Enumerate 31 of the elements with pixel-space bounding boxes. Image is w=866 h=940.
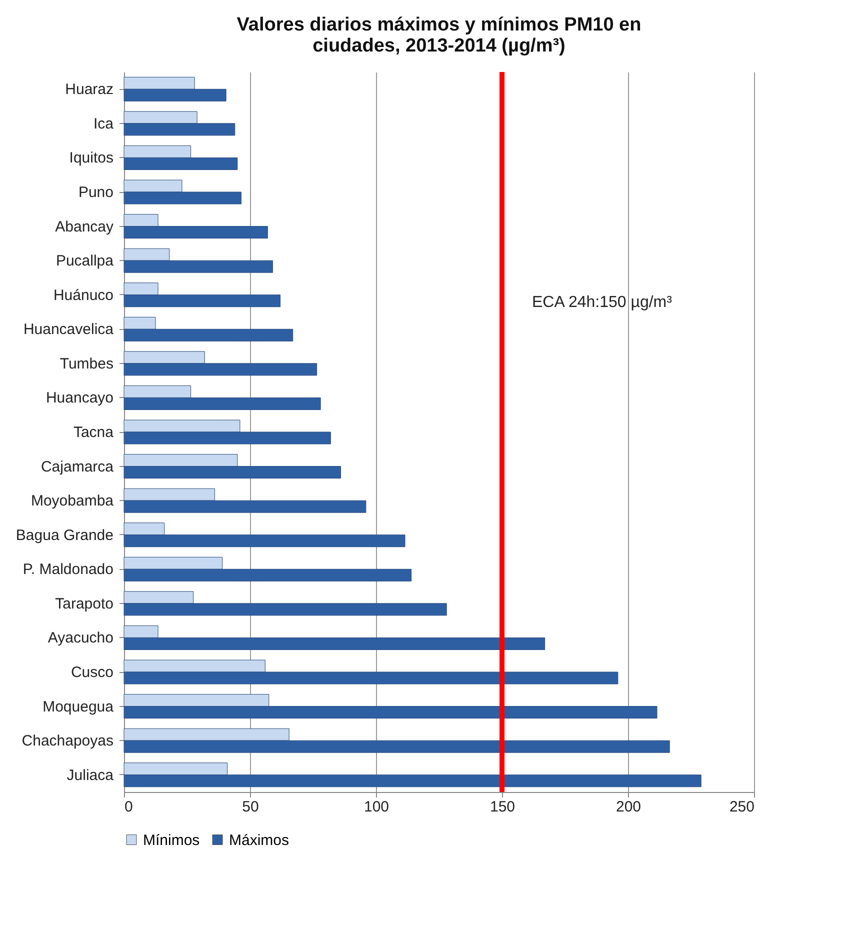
legend-label: Máximos bbox=[229, 832, 290, 849]
y-tick-label: Chachapoyas bbox=[22, 732, 114, 750]
y-tick-label: Bagua Grande bbox=[16, 526, 114, 544]
x-tick-label: 250 bbox=[729, 798, 754, 816]
y-tick-label: Tacna bbox=[73, 424, 114, 441]
chart-title: Valores diarios máximos y mínimos PM10 en ciudades, 2013-2014 (µg/m³) bbox=[236, 14, 642, 56]
y-tick-label: Puno bbox=[78, 184, 114, 201]
y-tick-label: Cajamarca bbox=[40, 458, 114, 476]
x-tick-label: 0 bbox=[124, 798, 133, 816]
legend-label: Mínimos bbox=[143, 832, 200, 849]
y-tick-label: Huaraz bbox=[65, 81, 114, 98]
y-tick-label: Huancayo bbox=[46, 390, 114, 407]
y-tick-label: Tumbes bbox=[60, 355, 114, 372]
y-tick-label: Ayacucho bbox=[48, 630, 114, 647]
y-tick-label: Abancay bbox=[55, 218, 114, 236]
y-tick-label: Tarapoto bbox=[55, 595, 114, 612]
x-tick-label: 200 bbox=[616, 798, 642, 816]
y-tick-label: Huánuco bbox=[53, 286, 114, 304]
y-tick-label: Ica bbox=[93, 115, 114, 132]
x-tick-label: 100 bbox=[364, 798, 390, 816]
y-tick-label: Cusco bbox=[70, 664, 114, 681]
y-tick-label: Juliaca bbox=[66, 766, 114, 784]
x-tick-label: 50 bbox=[242, 798, 259, 816]
y-tick-label: Moyobamba bbox=[30, 492, 114, 510]
y-tick-label: Moquegua bbox=[42, 698, 114, 716]
y-tick-label: Iquitos bbox=[69, 150, 114, 167]
y-tick-label: P. Maldonado bbox=[22, 561, 114, 578]
ref-line-label: ECA 24h:150 µg/m³ bbox=[532, 294, 673, 311]
y-tick-label: Pucallpa bbox=[56, 252, 114, 270]
x-tick-label: 150 bbox=[490, 798, 516, 816]
y-tick-label: Huancavelica bbox=[23, 321, 114, 338]
